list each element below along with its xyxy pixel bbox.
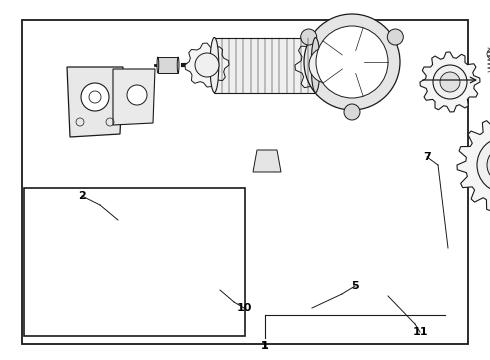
Text: 7: 7 [423,152,431,162]
Circle shape [477,137,490,193]
Ellipse shape [177,57,179,73]
Bar [22,20,468,344]
Circle shape [195,53,219,77]
Ellipse shape [157,57,159,73]
Bar [158,57,178,73]
Polygon shape [67,67,123,137]
Circle shape [309,47,345,83]
Text: 11: 11 [412,327,428,337]
Circle shape [487,147,490,183]
Text: 1: 1 [261,341,269,351]
Polygon shape [457,117,490,213]
Polygon shape [295,33,359,96]
Text: 1: 1 [261,341,269,351]
Polygon shape [253,150,281,172]
Bar [215,37,316,93]
Bar [24,188,245,336]
Circle shape [81,83,109,111]
Circle shape [387,29,403,45]
Circle shape [344,104,360,120]
Polygon shape [420,52,480,112]
Text: 10: 10 [236,303,252,313]
Polygon shape [185,43,229,87]
Text: 5: 5 [351,281,359,291]
Circle shape [127,85,147,105]
Circle shape [316,26,388,98]
Ellipse shape [311,37,320,93]
Circle shape [301,29,317,45]
Ellipse shape [210,37,219,93]
Circle shape [440,72,460,92]
Text: 2: 2 [78,191,86,201]
Circle shape [304,14,400,110]
Polygon shape [113,69,155,125]
Circle shape [433,65,467,99]
